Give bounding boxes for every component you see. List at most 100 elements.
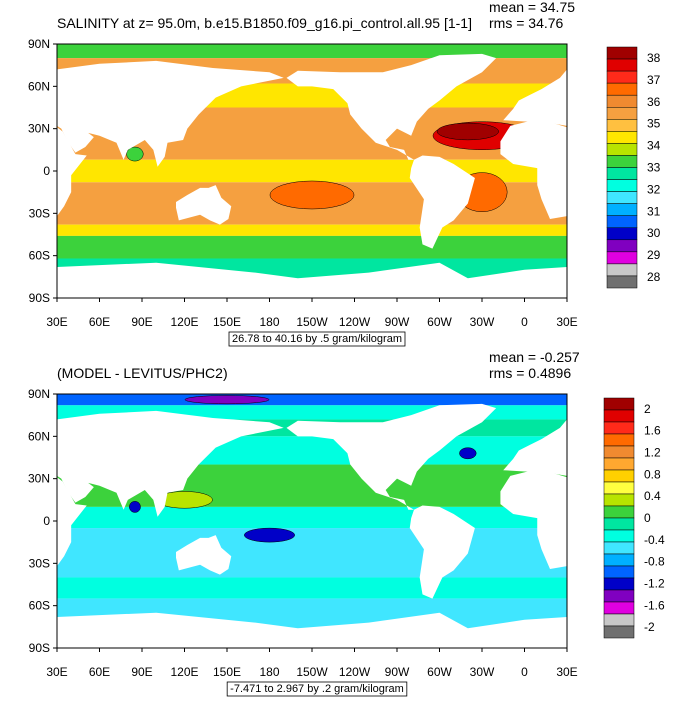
ocean-band	[57, 577, 567, 599]
colorbar-box	[603, 457, 635, 471]
y-label: 90S	[29, 291, 50, 305]
colorbar-box	[606, 155, 638, 168]
y-label: 90N	[28, 387, 50, 401]
colorbar-label: -1.2	[644, 576, 665, 590]
colorbar-label: 0.4	[644, 489, 661, 503]
y-label: 30S	[29, 206, 50, 220]
colorbar-label: 0.8	[644, 467, 661, 481]
x-label: 120W	[339, 665, 371, 679]
colorbar-box	[603, 541, 635, 555]
colorbar-label: 2	[644, 402, 651, 416]
colorbar-box	[603, 625, 635, 639]
x-label: 180	[259, 665, 279, 679]
ocean-feature	[269, 180, 355, 210]
ocean-band	[57, 224, 567, 236]
colorbar-box	[606, 82, 638, 96]
x-label: 30W	[470, 315, 495, 329]
map-panel: SALINITY at z= 95.0m, b.e15.B1850.f09_g1…	[28, 0, 661, 347]
colorbar-label: -2	[644, 620, 655, 634]
info-label: 26.78 to 40.16 by .5 gram/kilogram	[232, 333, 402, 345]
panel-title: SALINITY at z= 95.0m, b.e15.B1850.f09_g1…	[57, 15, 472, 31]
land	[500, 118, 567, 219]
ocean-feature	[436, 122, 499, 141]
x-label: 30E	[556, 315, 577, 329]
rms-label: rms = 34.76	[489, 15, 564, 31]
colorbar-box	[606, 191, 638, 204]
colorbar-box	[603, 493, 635, 507]
colorbar-box	[603, 409, 635, 423]
land	[176, 535, 232, 575]
colorbar-label: 34	[647, 139, 661, 153]
ocean-band	[57, 528, 567, 578]
land	[57, 262, 567, 298]
panel-title: (MODEL - LEVITUS/PHC2)	[57, 365, 228, 381]
colorbar-box	[606, 107, 638, 120]
colorbar-box	[603, 577, 635, 591]
colorbar-box	[606, 58, 638, 72]
land	[176, 185, 232, 225]
x-label: 120W	[339, 315, 371, 329]
colorbar-box	[606, 131, 638, 144]
mean-label: mean = -0.257	[489, 349, 580, 365]
x-label: 150E	[213, 665, 241, 679]
ocean-band	[57, 44, 567, 59]
land	[500, 468, 567, 569]
colorbar-label: 36	[647, 95, 661, 109]
rms-label: rms = 0.4896	[489, 365, 571, 381]
y-label: 60S	[29, 599, 50, 613]
y-label: 30N	[28, 122, 50, 136]
colorbar-box	[606, 227, 638, 241]
info-box	[228, 331, 406, 347]
colorbar-box	[603, 517, 635, 531]
mean-label: mean = 34.75	[489, 0, 575, 15]
y-label: 90N	[28, 37, 50, 51]
colorbar-box	[603, 421, 635, 435]
map-field	[57, 44, 567, 298]
x-label: 30E	[46, 315, 67, 329]
y-label: 0	[43, 514, 50, 528]
colorbar-box	[603, 469, 635, 483]
x-label: 0	[521, 315, 528, 329]
land	[503, 419, 567, 476]
colorbar-box	[606, 251, 638, 265]
ocean-band	[57, 394, 567, 406]
colorbar-box	[606, 70, 638, 84]
colorbar-label: 0	[644, 511, 651, 525]
land	[57, 60, 284, 167]
colorbar-label: 1.2	[644, 446, 661, 460]
info-label: -7.471 to 2.967 by .2 gram/kilogram	[230, 683, 404, 695]
colorbar-box	[606, 275, 638, 289]
y-label: 0	[43, 164, 50, 178]
x-label: 90E	[131, 315, 152, 329]
colorbar-box	[606, 94, 638, 108]
colorbar-box	[606, 46, 638, 60]
ocean-feature	[129, 501, 141, 513]
x-label: 60W	[427, 315, 452, 329]
colorbar-box	[603, 601, 635, 615]
x-label: 120E	[170, 665, 198, 679]
land	[286, 53, 497, 160]
land	[503, 69, 567, 126]
land	[57, 612, 567, 648]
colorbar-label: 29	[647, 248, 661, 262]
ocean-feature	[184, 395, 270, 405]
x-label: 120E	[170, 315, 198, 329]
x-label: 150W	[296, 665, 328, 679]
land	[57, 477, 87, 567]
x-label: 60E	[89, 315, 110, 329]
colorbar-box	[606, 203, 638, 216]
colorbar-box	[603, 589, 635, 603]
colorbar-box	[606, 263, 638, 277]
x-label: 180	[259, 315, 279, 329]
land	[409, 505, 475, 599]
colorbar-box	[603, 445, 635, 459]
colorbar-box	[603, 505, 635, 519]
colorbar-label: 32	[647, 182, 661, 196]
colorbar-label: 31	[647, 204, 661, 218]
colorbar-box	[603, 553, 635, 567]
y-label: 90S	[29, 641, 50, 655]
colorbar-label: 28	[647, 270, 661, 284]
x-label: 150W	[296, 315, 328, 329]
